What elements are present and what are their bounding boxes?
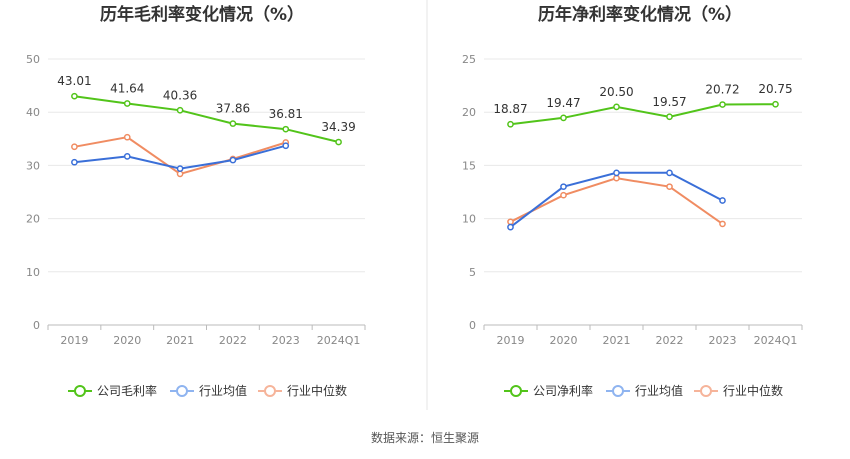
data-point xyxy=(123,153,131,160)
series-line-1 xyxy=(74,95,339,143)
legend-label: 行业中位数 xyxy=(287,383,347,398)
y-tick-label: 15 xyxy=(462,159,476,172)
data-point xyxy=(613,103,620,111)
data-point xyxy=(229,156,237,164)
x-tick-label: 2020 xyxy=(550,334,578,347)
legend-item-3: 行业中位数 xyxy=(694,383,783,398)
data-label: 34.39 xyxy=(321,120,355,134)
x-tick-label: 2021 xyxy=(603,334,631,347)
data-label: 20.72 xyxy=(705,83,739,97)
data-point xyxy=(229,120,237,127)
data-point xyxy=(666,183,673,191)
legend-swatch-marker xyxy=(74,385,86,397)
data-point xyxy=(176,106,184,114)
legend-label: 公司净利率 xyxy=(533,383,593,398)
x-tick-label: 2024Q1 xyxy=(317,334,361,347)
chart-panel-2: 历年净利率变化情况（%） 0 5 10 15 20 25 2019 2020 2021 2022 20… xyxy=(462,4,803,398)
data-source: 数据来源：恒生聚源 xyxy=(371,430,479,445)
data-point xyxy=(335,138,342,146)
legend-item-2: 行业均值 xyxy=(606,383,683,398)
data-label: 43.01 xyxy=(57,74,91,88)
x-tick-label: 2020 xyxy=(113,334,141,347)
data-point xyxy=(507,218,514,226)
x-tick-label: 2023 xyxy=(272,334,300,347)
data-point xyxy=(71,143,78,151)
chart-title: 历年毛利率变化情况（%） xyxy=(100,4,304,25)
y-tick-label: 30 xyxy=(26,159,40,172)
x-tick-label: 2021 xyxy=(166,334,194,347)
x-tick-label: 2019 xyxy=(60,334,88,347)
data-label: 37.86 xyxy=(216,102,250,116)
x-tick-label: 2024Q1 xyxy=(754,334,798,347)
data-point xyxy=(719,220,726,228)
data-label: 20.75 xyxy=(758,82,792,96)
data-point xyxy=(560,114,567,122)
legend-label: 公司毛利率 xyxy=(97,383,157,398)
y-tick-label: 10 xyxy=(462,213,476,226)
data-label: 18.87 xyxy=(493,102,527,116)
data-point xyxy=(123,133,131,141)
y-tick-label: 0 xyxy=(469,319,476,332)
data-point xyxy=(560,183,567,191)
data-label: 19.47 xyxy=(546,96,580,110)
data-point xyxy=(719,101,726,108)
data-point xyxy=(282,125,290,133)
y-tick-label: 50 xyxy=(26,53,40,66)
legend-item-1: 公司净利率 xyxy=(504,383,593,398)
legend-swatch-marker xyxy=(612,385,624,397)
data-point xyxy=(613,169,620,177)
data-label: 40.36 xyxy=(163,88,197,102)
data-point xyxy=(719,197,726,204)
data-label: 41.64 xyxy=(110,81,144,95)
y-tick-label: 40 xyxy=(26,106,40,119)
data-point xyxy=(123,100,131,107)
legend-swatch-marker xyxy=(510,385,522,397)
chart-title: 历年净利率变化情况（%） xyxy=(538,4,742,25)
data-point xyxy=(666,169,673,177)
x-tick-label: 2022 xyxy=(219,334,247,347)
legend-item-2: 行业均值 xyxy=(170,383,247,398)
y-tick-label: 5 xyxy=(469,266,476,279)
series-line-3 xyxy=(510,177,724,225)
data-point xyxy=(71,92,78,100)
y-tick-label: 20 xyxy=(462,106,476,119)
legend-swatch-marker xyxy=(264,385,276,397)
y-tick-label: 10 xyxy=(26,266,40,279)
legend-label: 行业均值 xyxy=(635,383,683,398)
x-tick-label: 2022 xyxy=(656,334,684,347)
data-label: 19.57 xyxy=(652,95,686,109)
data-label: 36.81 xyxy=(269,107,303,121)
series-line-1 xyxy=(510,103,776,126)
data-point xyxy=(613,174,620,182)
legend-label: 行业均值 xyxy=(199,383,247,398)
x-tick-label: 2023 xyxy=(709,334,737,347)
y-tick-label: 0 xyxy=(33,319,40,332)
data-point xyxy=(772,100,779,108)
legend-swatch-marker xyxy=(700,385,712,397)
data-point xyxy=(71,158,78,166)
data-point xyxy=(282,142,290,150)
legend-swatch-marker xyxy=(176,385,188,397)
legend-item-1: 公司毛利率 xyxy=(68,383,157,398)
y-tick-label: 20 xyxy=(26,213,40,226)
legend-item-3: 行业中位数 xyxy=(258,383,347,398)
data-point xyxy=(507,223,514,231)
data-point xyxy=(666,113,673,121)
data-point xyxy=(176,170,184,178)
data-point xyxy=(176,165,184,172)
data-label: 20.50 xyxy=(599,85,633,99)
chart-panel-1: 历年毛利率变化情况（%） 0 10 20 30 40 50 2019 2020 2021 2022 2… xyxy=(26,4,366,398)
data-point xyxy=(560,191,567,199)
data-point xyxy=(507,120,514,128)
y-tick-label: 25 xyxy=(462,53,476,66)
legend-label: 行业中位数 xyxy=(723,383,783,398)
x-tick-label: 2019 xyxy=(497,334,525,347)
